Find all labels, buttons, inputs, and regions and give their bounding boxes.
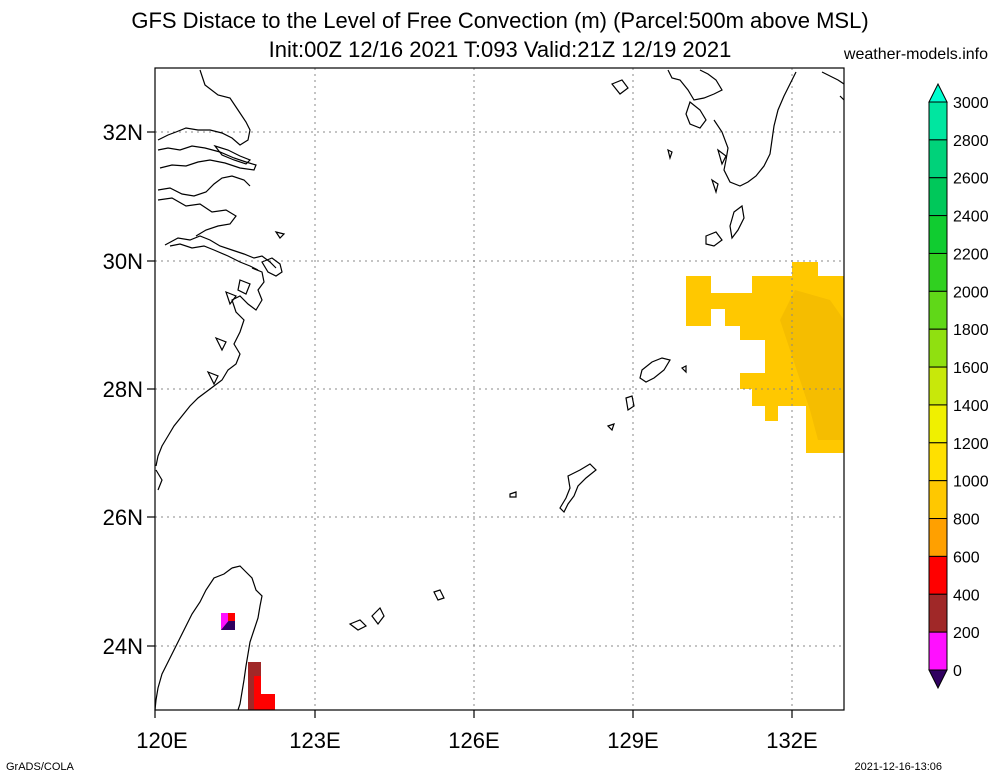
colorbar-swatch [928,480,948,520]
colorbar-label: 200 [953,625,980,642]
colorbar-label: 2600 [953,171,989,188]
colorbar-swatch [928,139,948,179]
lon-label: 132E [766,728,817,753]
colorbar-swatch [928,555,948,595]
axis-ticks [147,131,793,718]
lon-label: 129E [607,728,658,753]
map-subtitle: Init:00Z 12/16 2021 T:093 Valid:21Z 12/1… [268,37,732,62]
colorbar-swatch [928,631,948,671]
colorbar-label: 3000 [953,95,989,112]
colorbar-label: 400 [953,587,980,604]
shading-600-cell-2 [254,676,261,710]
colorbar [928,82,948,690]
colorbar-top-arrow [928,82,948,103]
colorbar-label: 1600 [953,360,989,377]
colorbar-swatch [928,290,948,330]
colorbar-label: 1000 [953,474,989,491]
colorbar-label: 2200 [953,246,989,263]
colorbar-label: 2000 [953,284,989,301]
shading-600-cell [261,694,275,710]
colorbar-swatch [928,593,948,633]
lat-label: 26N [103,505,143,530]
colorbar-swatch [928,101,948,141]
colorbar-label: 2800 [953,133,989,150]
lat-label: 32N [103,120,143,145]
colorbar-swatch [928,404,948,444]
shading-1200-core [780,290,844,440]
colorbar-label: 600 [953,549,980,566]
map-title: GFS Distace to the Level of Free Convect… [131,8,869,33]
lon-label: 120E [136,728,187,753]
footer-timestamp: 2021-12-16-13:06 [854,761,942,773]
colorbar-swatch [928,518,948,557]
colorbar-label: 1800 [953,322,989,339]
colorbar-bottom-arrow [928,669,948,690]
colorbar-label: 800 [953,512,980,529]
lon-label: 123E [289,728,340,753]
colorbar-label: 1200 [953,436,989,453]
colorbar-swatch [928,252,948,292]
colorbar-swatch [928,328,948,368]
colorbar-labels: 3000280026002400220020001800160014001200… [953,95,989,680]
lon-labels: 120E 123E 126E 129E 132E [136,728,817,753]
colorbar-swatch [928,215,948,254]
taiwan-coast [154,565,263,711]
colorbar-label: 0 [953,663,962,680]
site-name[interactable]: weather-models.info [843,46,988,63]
lat-labels: 32N 30N 28N 26N 24N [103,120,143,659]
colorbar-swatch [928,366,948,406]
lat-label: 28N [103,377,143,402]
lfc-shading [221,262,844,710]
grid-lines [155,68,844,710]
colorbar-label: 2400 [953,209,989,226]
colorbar-swatch [928,177,948,217]
lat-label: 30N [103,249,143,274]
shading-small-cell-red [228,613,235,621]
colorbar-swatch [928,442,948,482]
lat-label: 24N [103,634,143,659]
coastlines [154,69,845,711]
footer-credit: GrADS/COLA [6,761,74,773]
lon-label: 126E [448,728,499,753]
colorbar-label: 1400 [953,398,989,415]
